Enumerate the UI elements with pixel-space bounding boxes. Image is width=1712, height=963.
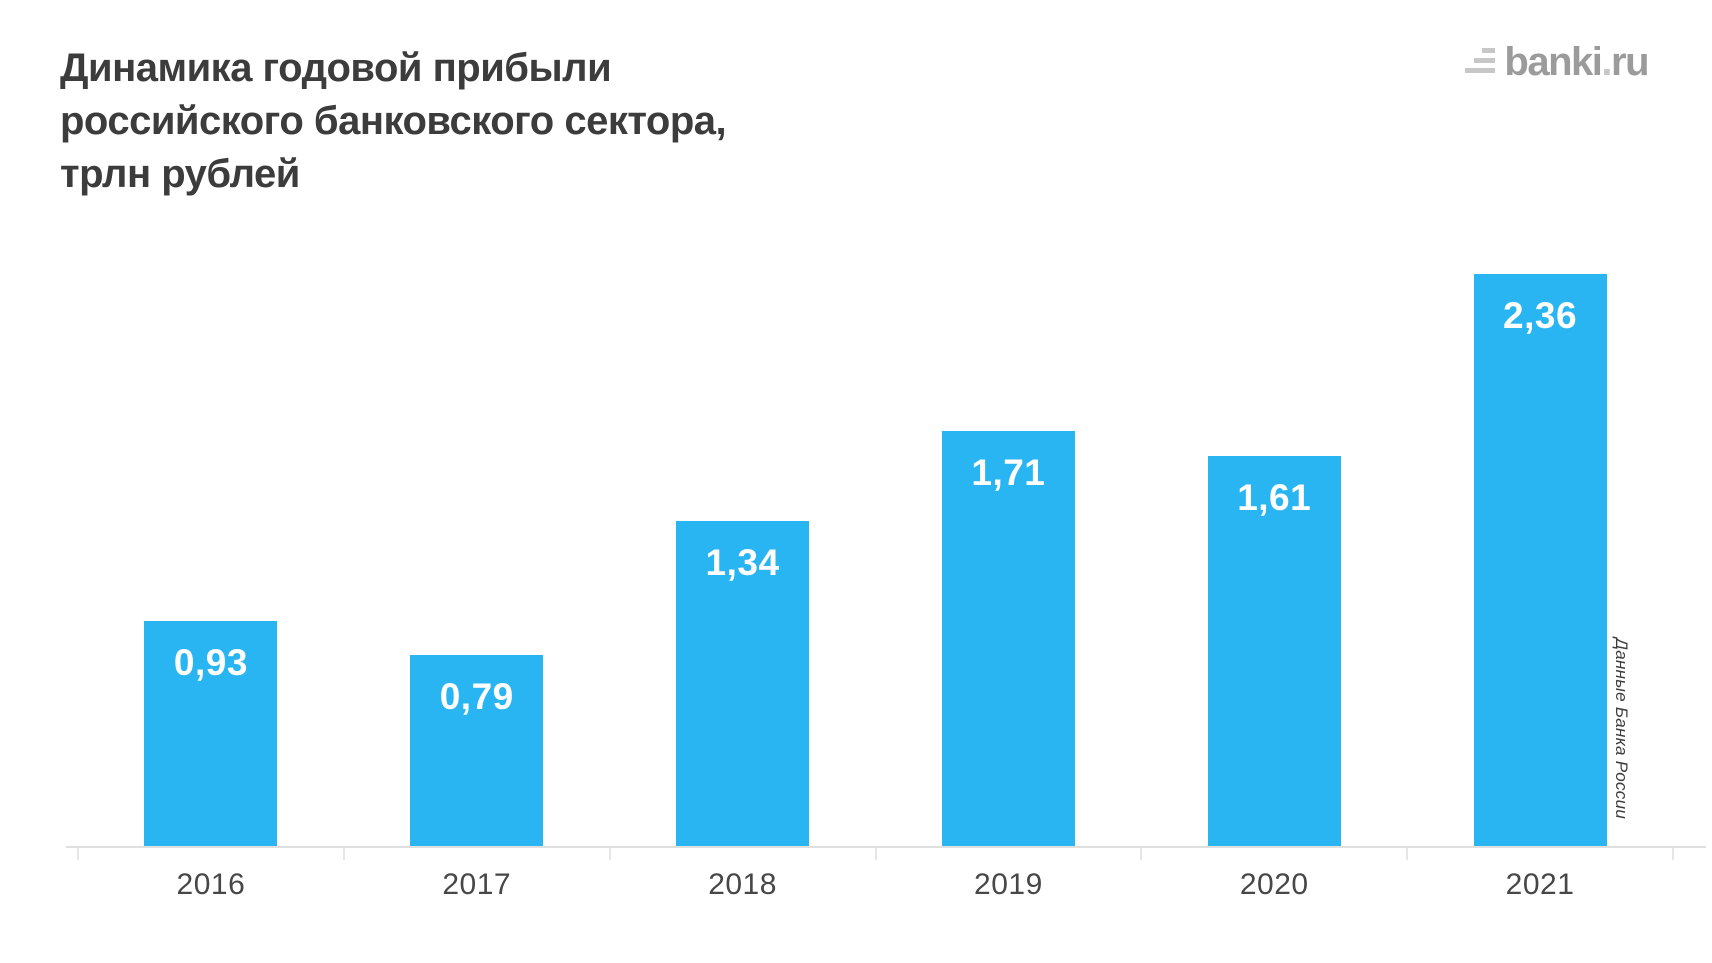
x-axis-label-2021: 2021 — [1505, 868, 1575, 901]
bar-value-label-2019: 1,71 — [971, 452, 1046, 493]
x-axis-line — [66, 846, 1706, 848]
bar-value-label-2016: 0,93 — [173, 642, 248, 683]
bankiru-logo: banki.ru — [1465, 40, 1650, 84]
x-axis-tick — [342, 848, 345, 860]
bar-slot-2018: 1,34 — [610, 240, 876, 847]
bar-slot-2017: 0,79 — [344, 240, 610, 847]
x-axis-tick — [1140, 848, 1143, 860]
chart-title-line-1: Динамика годовой прибыли — [60, 46, 612, 90]
bar-slot-2020: 1,61 — [1141, 240, 1407, 847]
bars-area: 0,93 0,79 1,34 1,71 1,61 2,36 — [78, 240, 1673, 847]
x-axis-tick — [608, 848, 611, 860]
bar-2021: 2,36 — [1473, 274, 1607, 847]
x-axis-label-2016: 2016 — [176, 868, 246, 901]
three-bars-logo-icon — [1465, 47, 1496, 77]
chart-title-line-3: трлн рублей — [60, 152, 300, 196]
bar-value-label-2017: 0,79 — [439, 676, 514, 717]
bar-slot-2016: 0,93 — [78, 240, 344, 847]
x-axis-label-2019: 2019 — [974, 868, 1043, 901]
bar-2017: 0,79 — [410, 655, 544, 847]
bar-value-label-2021: 2,36 — [1503, 295, 1578, 336]
x-axis-tick — [874, 848, 877, 860]
logo-text-tld: ru — [1611, 40, 1650, 84]
x-axis-label-2017: 2017 — [442, 868, 512, 901]
bar-value-label-2018: 1,34 — [705, 542, 780, 583]
x-axis-label-2018: 2018 — [708, 868, 777, 901]
bar-slot-2021: 2,36 — [1407, 240, 1673, 847]
bar-slot-2019: 1,71 — [875, 240, 1141, 847]
chart-title: Динамика годовой прибыли российского бан… — [60, 42, 727, 201]
bar-2018: 1,34 — [676, 521, 810, 847]
bar-2020: 1,61 — [1207, 456, 1341, 847]
logo-text-dot: . — [1601, 40, 1612, 84]
logo-text-main: banki — [1504, 40, 1602, 84]
x-axis-tick — [1672, 848, 1674, 860]
bankiru-logo-text: banki.ru — [1504, 40, 1650, 84]
x-axis-tick — [1406, 848, 1409, 860]
chart-title-line-2: российского банковского сектора, — [60, 99, 727, 143]
x-axis-label-2020: 2020 — [1239, 868, 1309, 901]
x-axis-tick — [77, 848, 79, 860]
source-note: Данные Банка России — [1612, 638, 1631, 820]
bar-value-label-2020: 1,61 — [1237, 477, 1312, 518]
bar-2016: 0,93 — [144, 621, 278, 847]
x-axis-labels: 2016 2017 2018 2019 2020 2021 — [78, 868, 1673, 902]
bar-2019: 1,71 — [941, 431, 1075, 847]
